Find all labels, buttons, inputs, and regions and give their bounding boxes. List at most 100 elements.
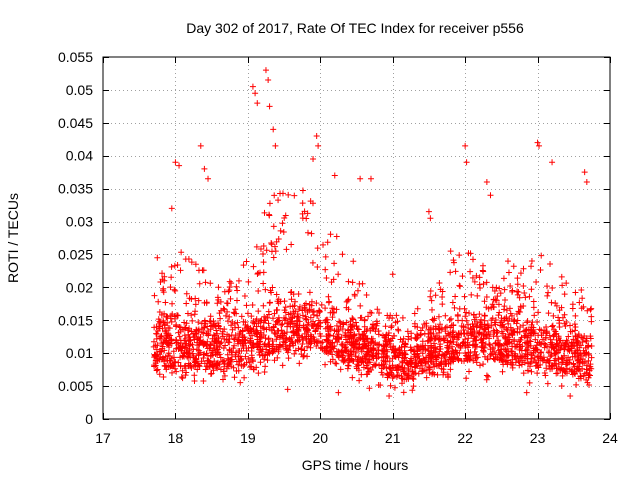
y-tick-label: 0.03 (66, 214, 93, 230)
data-point (514, 291, 521, 298)
data-point (588, 318, 595, 325)
data-point (579, 338, 586, 345)
data-point (274, 317, 281, 324)
data-point (207, 326, 214, 333)
data-point (570, 361, 577, 368)
data-point (306, 289, 313, 296)
data-point (387, 382, 394, 389)
data-point (504, 327, 511, 334)
data-point (233, 297, 240, 304)
data-point (228, 356, 235, 363)
data-point (243, 258, 250, 265)
data-point (207, 353, 214, 360)
data-point (477, 336, 484, 343)
data-point (381, 361, 388, 368)
data-point (361, 317, 368, 324)
data-point (168, 205, 175, 212)
data-point (568, 368, 575, 375)
data-point (425, 208, 432, 215)
data-point (310, 156, 317, 163)
data-point (392, 353, 399, 360)
data-point (190, 363, 197, 370)
data-point (514, 317, 521, 324)
data-point (191, 378, 198, 385)
x-tick-label: 19 (240, 430, 256, 446)
data-point (167, 284, 174, 291)
x-tick-label: 24 (602, 430, 618, 446)
data-point (537, 341, 544, 348)
data-point (510, 338, 517, 345)
data-point (516, 344, 523, 351)
data-point (182, 340, 189, 347)
data-point (489, 301, 496, 308)
data-point (477, 323, 484, 330)
data-point (227, 295, 234, 302)
data-point (481, 325, 488, 332)
data-point (547, 353, 554, 360)
data-point (168, 318, 175, 325)
data-point (466, 368, 473, 375)
data-point (390, 343, 397, 350)
data-point (259, 251, 266, 258)
data-point (217, 298, 224, 305)
data-point (231, 320, 238, 327)
data-point (447, 269, 454, 276)
data-point (207, 313, 214, 320)
data-point (260, 259, 267, 266)
data-point (214, 365, 221, 372)
data-point (269, 315, 276, 322)
data-point (421, 356, 428, 363)
data-point (345, 359, 352, 366)
data-point (296, 360, 303, 367)
data-point (359, 336, 366, 343)
data-point (323, 274, 330, 281)
data-point (247, 337, 254, 344)
data-point (442, 356, 449, 363)
data-point (409, 387, 416, 394)
y-tick-label: 0.05 (66, 82, 93, 98)
data-point (376, 310, 383, 317)
data-point (389, 271, 396, 278)
data-point (291, 350, 298, 357)
data-point (299, 307, 306, 314)
data-point (323, 333, 330, 340)
data-point (427, 215, 434, 222)
data-point (221, 335, 228, 342)
data-point (271, 192, 278, 199)
data-point (222, 342, 229, 349)
data-point (529, 319, 536, 326)
data-point (490, 304, 497, 311)
data-point (432, 323, 439, 330)
data-point (188, 312, 195, 319)
data-point (446, 344, 453, 351)
data-point (405, 336, 412, 343)
data-point (157, 279, 164, 286)
data-point (401, 350, 408, 357)
data-point (260, 269, 267, 276)
data-point (575, 331, 582, 338)
data-point (388, 371, 395, 378)
data-point (221, 360, 228, 367)
data-point (425, 330, 432, 337)
data-point (280, 228, 287, 235)
data-point (569, 305, 576, 312)
data-point (483, 279, 490, 286)
data-point (306, 307, 313, 314)
data-point (153, 330, 160, 337)
data-point (429, 306, 436, 313)
data-point (255, 308, 262, 315)
data-point (479, 339, 486, 346)
data-point (217, 307, 224, 314)
data-point (399, 375, 406, 382)
data-point (177, 267, 184, 274)
data-point (153, 367, 160, 374)
data-point (333, 322, 340, 329)
data-point (536, 326, 543, 333)
data-point (546, 363, 553, 370)
data-point (535, 357, 542, 364)
data-point (524, 347, 531, 354)
data-point (462, 336, 469, 343)
data-point (179, 375, 186, 382)
data-point (555, 356, 562, 363)
data-point (292, 298, 299, 305)
